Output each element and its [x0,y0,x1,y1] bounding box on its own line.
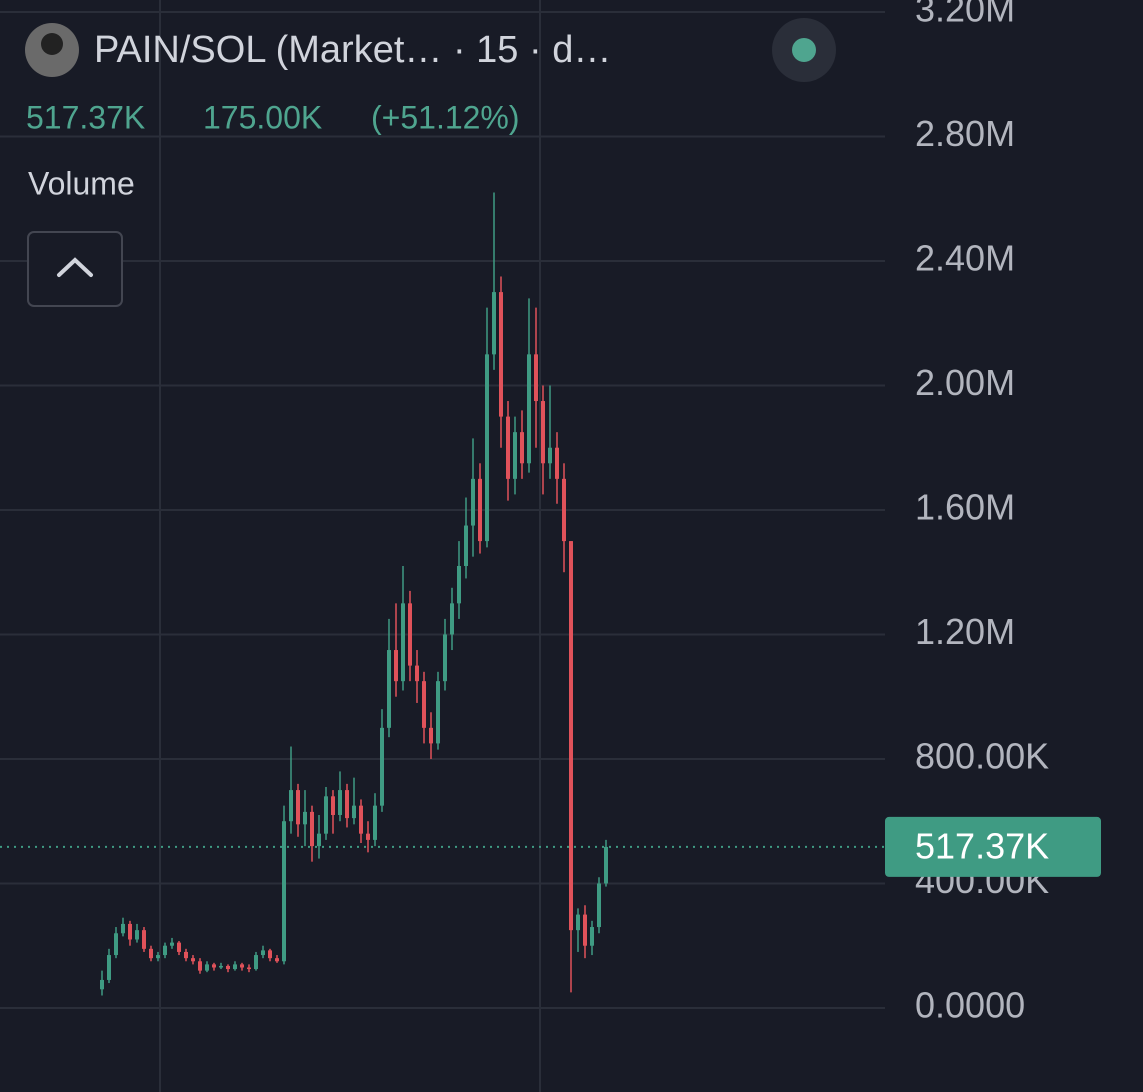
candle-body [513,432,517,479]
candle-body [212,964,216,968]
last-price: 517.37K [26,99,145,135]
candle-body [408,603,412,666]
candle-body [142,930,146,949]
candle-body [541,401,545,464]
candle-body [562,478,566,542]
grid [0,0,885,1092]
y-tick-label: 2.00M [915,362,1015,403]
candle-body [415,665,419,682]
candle-body [128,923,132,940]
candle-body [247,967,251,970]
candle-body [450,603,454,635]
candle-body [177,942,181,952]
header: PAIN/SOL (Market… · 15 · d… 517.37K 175.… [25,18,836,307]
candle-body [436,681,440,744]
candle-body [387,650,391,728]
indicator-label: Volume [28,165,135,201]
candle-body [149,948,153,959]
candle-body [345,790,349,819]
candle-body [380,727,384,806]
price-change: 175.00K [203,99,322,135]
candle-body [170,942,174,946]
candle-body [240,964,244,968]
candle-body [401,603,405,682]
y-tick-label: 1.20M [915,611,1015,652]
candle-body [338,790,342,815]
candle-body [191,958,195,962]
avatar-face [41,33,63,55]
plot-area [100,192,608,996]
candle-body [275,958,279,962]
candle-body [282,821,286,962]
candle-body [604,846,608,884]
candle-body [499,292,503,417]
candle-body [394,650,398,682]
last-price-label: 517.37K [915,825,1049,866]
chevron-up-icon [57,257,93,277]
candle-body [464,525,468,566]
candle-body [597,883,601,928]
candle-body [429,727,433,744]
candle-body [324,796,328,834]
candle-body [254,955,258,970]
candle-body [471,478,475,526]
candle-body [555,447,559,479]
y-tick-label: 2.80M [915,113,1015,154]
last-price-badge [885,816,1101,877]
candle-body [457,565,461,604]
candle-body [534,354,538,402]
candle-body [548,447,552,464]
candle-body [485,354,489,542]
collapse-button[interactable] [27,231,123,307]
candle-body [422,681,426,728]
candle-body [317,833,321,847]
candle-body [576,914,580,931]
candle-body [156,955,160,959]
candle-body [352,805,356,819]
y-tick-label: 1.60M [915,486,1015,527]
candle-body [233,964,237,970]
candle-body [226,965,230,970]
candle-body [100,979,104,990]
candle-body [107,955,111,980]
candle-body [331,796,335,815]
candle-body [366,833,370,840]
candle-body [527,354,531,464]
candle-body [583,914,587,946]
candle-body [590,927,594,946]
candle-body [268,950,272,959]
candle-body [520,432,524,464]
candle-body [506,416,510,479]
candle-body [114,933,118,956]
candle-body [492,292,496,355]
y-tick-label: 3.20M [915,0,1015,29]
candle-body [205,964,209,971]
candle-body [135,930,139,940]
status-dot [792,38,816,62]
y-tick-label: 0.0000 [915,984,1025,1025]
candle-body [373,805,377,840]
symbol-title: PAIN/SOL (Market… · 15 · d… [94,29,611,71]
candle-body [303,811,307,825]
candle-body [296,790,300,825]
candle-body [198,961,202,971]
y-tick-label: 800.00K [915,735,1049,776]
price-change-percent: (+51.12%) [371,99,520,135]
candle-body [359,805,363,834]
candle-body [184,951,188,959]
y-tick-label: 2.40M [915,237,1015,278]
candle-body [569,541,573,931]
candle-body [478,478,482,542]
candle-body [443,634,447,682]
candle-body [310,811,314,847]
candle-body [163,945,167,956]
candle-body [289,790,293,822]
candle-body [261,950,265,956]
candle-body [219,965,223,968]
candle-body [121,923,125,934]
